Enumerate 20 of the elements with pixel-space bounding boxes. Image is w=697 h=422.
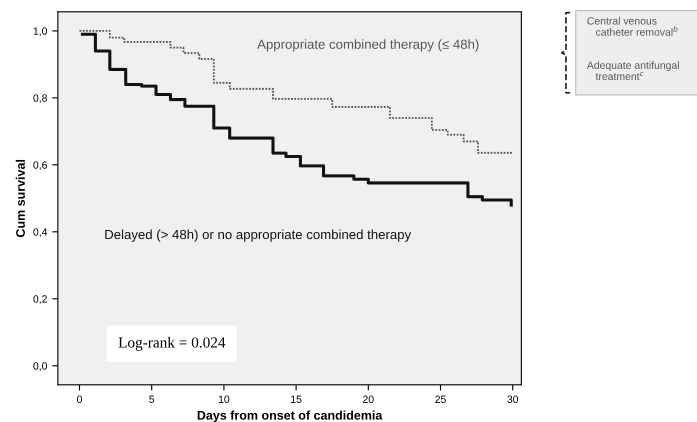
x-tick-label: 25 (435, 396, 446, 403)
y-tick-label: 0,4 (33, 228, 48, 237)
x-tick-label: 0 (77, 396, 82, 403)
y-tick-label: 0,2 (33, 295, 47, 304)
text: Appropriate combined therapy (≤ 48h) (257, 39, 478, 52)
text: Delayed (> 48h) or no appropriate combined therapy (105, 229, 412, 242)
x-tick-label: 5 (149, 396, 154, 403)
x-tick-label: 20 (363, 396, 374, 403)
x-tick-label: 15 (291, 396, 302, 403)
x-axis-title: Days from onset of candidemia (198, 410, 382, 422)
annotation: Log-rank = 0.024 (118, 336, 226, 351)
y-tick-label: 0,6 (33, 161, 47, 170)
y-tick-label: 0,8 (33, 94, 47, 103)
y-axis-title: Cum survival (16, 160, 25, 238)
text: Central venous catheter removal$^{b}$ (587, 16, 678, 36)
text: Adequate antifungal treatment$^{c}$ (586, 61, 679, 80)
x-tick-label: 10 (218, 396, 230, 403)
y-tick-label: 1,0 (34, 27, 48, 36)
x-tick-label: 30 (507, 396, 518, 403)
y-tick-label: 0,0 (33, 362, 48, 371)
